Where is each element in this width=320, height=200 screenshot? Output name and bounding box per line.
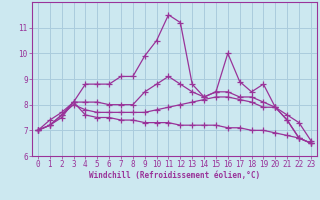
X-axis label: Windchill (Refroidissement éolien,°C): Windchill (Refroidissement éolien,°C) <box>89 171 260 180</box>
